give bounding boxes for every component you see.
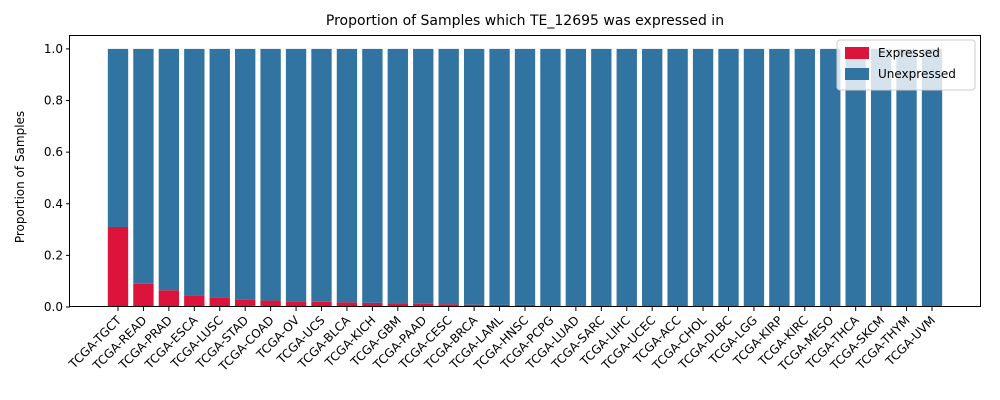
y-tick-label: 0.2: [44, 248, 63, 262]
bar-unexpressed-tcga-acc: [667, 48, 688, 308]
y-tick-label: 0.4: [44, 197, 63, 211]
legend-box: [836, 39, 976, 91]
y-tick-label: 0.0: [44, 300, 63, 314]
bar-unexpressed-tcga-kirp: [769, 48, 790, 308]
bar-expressed-tcga-tgct: [107, 226, 129, 307]
bar-expressed-tcga-ov: [285, 301, 307, 307]
bar-unexpressed-tcga-kich: [362, 48, 383, 303]
legend-label-unexpressed: Unexpressed: [878, 67, 956, 81]
bar-unexpressed-tcga-gbm: [387, 48, 408, 304]
y-axis-ticks: 0.0 0.2 0.4 0.6 0.8 1.0: [44, 42, 70, 314]
bar-expressed-tcga-kich: [362, 302, 383, 307]
bar-expressed-tcga-stad: [235, 299, 256, 307]
bar-unexpressed-tcga-kirc: [794, 48, 815, 308]
bar-expressed-tcga-ucs: [311, 301, 332, 307]
legend: Expressed Unexpressed: [836, 39, 976, 91]
bars-group: [107, 48, 943, 308]
bar-unexpressed-tcga-read: [133, 48, 154, 284]
bar-unexpressed-tcga-cesc: [438, 48, 459, 305]
bar-expressed-tcga-blca: [336, 302, 358, 307]
chart-title: Proportion of Samples which TE_12695 was…: [326, 13, 724, 29]
bar-expressed-tcga-laml: [489, 304, 510, 307]
bar-unexpressed-tcga-stad: [235, 48, 256, 300]
bar-unexpressed-tcga-lihc: [616, 48, 637, 306]
legend-label-expressed: Expressed: [878, 46, 940, 60]
y-axis-label: Proportion of Samples: [13, 111, 27, 243]
bar-unexpressed-tcga-paad: [413, 48, 434, 304]
bar-expressed-tcga-brca: [463, 304, 485, 307]
bar-unexpressed-tcga-uvm: [921, 48, 943, 308]
bar-unexpressed-tcga-lgg: [743, 48, 765, 308]
bar-unexpressed-tcga-thym: [896, 48, 917, 308]
y-tick-label: 1.0: [44, 42, 63, 56]
bar-unexpressed-tcga-chol: [692, 48, 714, 308]
bar-unexpressed-tcga-lusc: [209, 48, 230, 298]
bar-unexpressed-tcga-meso: [820, 48, 841, 308]
legend-swatch-expressed: [845, 47, 869, 59]
bar-expressed-tcga-prad: [158, 290, 180, 307]
bar-unexpressed-tcga-thca: [845, 48, 866, 308]
bar-expressed-tcga-gbm: [387, 303, 408, 307]
bar-unexpressed-tcga-skcm: [870, 48, 892, 308]
bar-unexpressed-tcga-coad: [260, 48, 281, 301]
bar-unexpressed-tcga-prad: [158, 48, 180, 291]
plot-frame: [69, 35, 981, 307]
bar-unexpressed-tcga-laml: [489, 48, 510, 305]
y-tick-label: 0.6: [44, 145, 63, 159]
bar-unexpressed-tcga-sarc: [591, 48, 612, 306]
bar-expressed-tcga-lusc: [209, 297, 230, 307]
bar-expressed-tcga-hnsc: [514, 304, 536, 307]
bar-unexpressed-tcga-ov: [285, 48, 307, 302]
bar-expressed-tcga-cesc: [438, 304, 459, 307]
bar-expressed-tcga-esca: [184, 295, 205, 307]
bar-unexpressed-tcga-pcpg: [540, 48, 561, 306]
bar-unexpressed-tcga-brca: [463, 48, 485, 305]
bar-unexpressed-tcga-blca: [336, 48, 358, 303]
y-tick-label: 0.8: [44, 94, 63, 108]
x-axis-ticks: TCGA-TGCTTCGA-READTCGA-PRADTCGA-ESCATCGA…: [66, 307, 938, 374]
bar-expressed-tcga-coad: [260, 300, 281, 307]
bar-unexpressed-tcga-hnsc: [514, 48, 536, 305]
bar-expressed-tcga-read: [133, 283, 154, 307]
bar-unexpressed-tcga-tgct: [107, 48, 129, 227]
bar-unexpressed-tcga-esca: [184, 48, 205, 296]
bar-unexpressed-tcga-dlbc: [718, 48, 739, 308]
bar-unexpressed-tcga-ucs: [311, 48, 332, 302]
bar-unexpressed-tcga-ucec: [642, 48, 663, 307]
legend-swatch-unexpressed: [845, 68, 869, 80]
bar-expressed-tcga-paad: [413, 303, 434, 307]
bar-unexpressed-tcga-luad: [565, 48, 587, 306]
